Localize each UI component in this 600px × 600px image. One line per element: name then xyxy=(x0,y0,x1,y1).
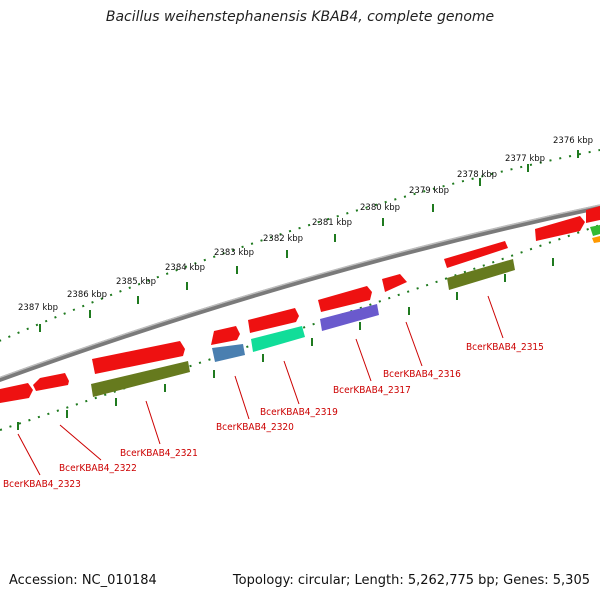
gene-arrow xyxy=(212,344,245,362)
kbp-label: 2386 kbp xyxy=(67,290,107,300)
gene-arrow xyxy=(320,304,379,331)
page-title: Bacillus weihenstephanensis KBAB4, compl… xyxy=(105,9,495,25)
kbp-label: 2387 kbp xyxy=(18,303,58,313)
gene-label: BcerKBAB4_2321 xyxy=(120,448,198,459)
inner-major-ticks xyxy=(17,258,554,430)
gene-label: BcerKBAB4_2319 xyxy=(260,407,338,418)
accession-text: Accession: NC_010184 xyxy=(9,573,157,588)
gene-arrow xyxy=(91,361,190,397)
top-strand-genes xyxy=(0,206,600,403)
topology-text: Topology: circular; Length: 5,262,775 bp… xyxy=(232,573,590,588)
gene-arrow xyxy=(318,286,372,312)
gene-label: BcerKBAB4_2323 xyxy=(3,479,81,490)
kbp-label: 2384 kbp xyxy=(165,263,205,273)
gene-arrow xyxy=(92,341,185,374)
gene-arrow xyxy=(33,373,69,391)
gene-label: BcerKBAB4_2322 xyxy=(59,463,137,474)
kbp-label: 2380 kbp xyxy=(360,203,400,213)
kbp-label: 2376 kbp xyxy=(553,136,593,146)
genome-arc xyxy=(0,204,600,383)
gene-arrow xyxy=(248,308,299,333)
gene-arrow xyxy=(251,326,305,352)
gene-label: BcerKBAB4_2317 xyxy=(333,385,411,396)
kbp-label: 2377 kbp xyxy=(505,154,545,164)
gene-label: BcerKBAB4_2315 xyxy=(466,342,544,353)
kbp-label: 2379 kbp xyxy=(409,186,449,196)
gene-arrow xyxy=(211,326,240,345)
leader-lines xyxy=(17,295,504,476)
gene-arrow xyxy=(535,216,585,241)
gene-label: BcerKBAB4_2316 xyxy=(383,369,461,380)
gene-arrow xyxy=(586,206,600,223)
gene-arrow xyxy=(382,274,407,292)
gene-arrow xyxy=(590,225,600,236)
kbp-label: 2382 kbp xyxy=(263,234,303,244)
outer-major-ticks xyxy=(39,150,579,332)
kbp-label: 2385 kbp xyxy=(116,277,156,287)
kbp-label: 2383 kbp xyxy=(214,248,254,258)
bottom-strand-genes xyxy=(91,225,600,397)
gene-arrow xyxy=(0,383,33,403)
gene-arrow xyxy=(447,259,515,290)
kbp-label: 2378 kbp xyxy=(457,170,497,180)
gene-arrow xyxy=(592,236,600,243)
kbp-label: 2381 kbp xyxy=(312,218,352,228)
gene-arrow xyxy=(444,241,508,268)
gene-label: BcerKBAB4_2320 xyxy=(216,422,294,433)
